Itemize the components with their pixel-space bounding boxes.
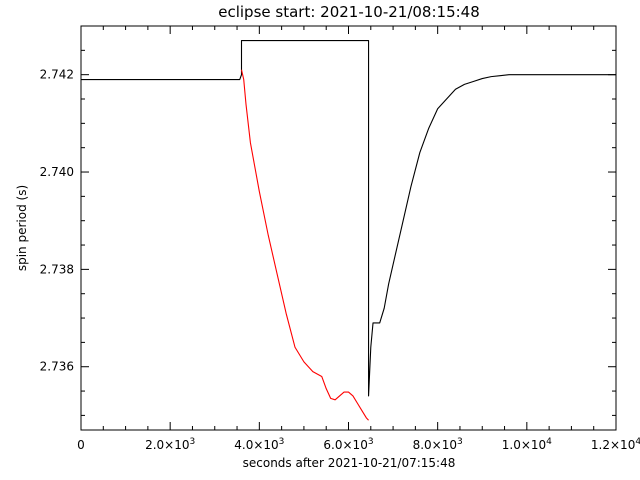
x-tick-label: 1.2×104 xyxy=(591,437,640,452)
x-tick-label: 4.0×103 xyxy=(234,437,284,452)
series-layer xyxy=(81,40,616,421)
y-tick-label: 2.740 xyxy=(40,165,74,179)
series-line-2 xyxy=(240,69,369,421)
plot-frame xyxy=(80,25,617,431)
axis-ticks: 0 2.0×103 4.0×103 6.0×103 8.0×103 1.0×104 1.2×… xyxy=(40,25,640,452)
x-tick-label: 0 xyxy=(77,438,85,452)
y-axis-label: spin period (s) xyxy=(15,185,29,271)
y-tick-label: 2.738 xyxy=(40,262,74,276)
y-tick-label: 2.742 xyxy=(40,68,74,82)
y-tick-label: 2.736 xyxy=(40,360,74,374)
series-line-1 xyxy=(81,40,616,397)
x-tick-label: 8.0×103 xyxy=(413,437,463,452)
x-axis-label: seconds after 2021-10-21/07:15:48 xyxy=(243,456,456,470)
chart-title: eclipse start: 2021-10-21/08:15:48 xyxy=(218,3,480,21)
x-tick-label: 6.0×103 xyxy=(323,437,373,452)
x-tick-label: 2.0×103 xyxy=(145,437,195,452)
x-tick-label: 1.0×104 xyxy=(502,437,552,452)
